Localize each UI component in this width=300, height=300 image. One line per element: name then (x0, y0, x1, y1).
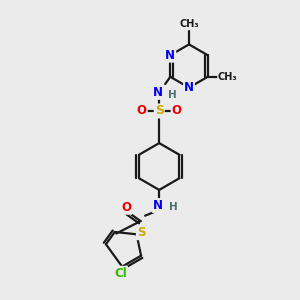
Text: O: O (122, 201, 131, 214)
Text: H: H (168, 90, 177, 100)
Text: O: O (172, 104, 182, 118)
Text: H: H (169, 202, 178, 212)
Text: CH₃: CH₃ (179, 19, 199, 29)
Text: S: S (155, 104, 164, 118)
Text: N: N (153, 86, 163, 99)
Text: Cl: Cl (114, 267, 127, 280)
Text: N: N (184, 81, 194, 94)
Text: O: O (137, 104, 147, 118)
Text: N: N (165, 49, 175, 62)
Text: N: N (153, 199, 163, 212)
Text: CH₃: CH₃ (218, 72, 238, 82)
Text: S: S (137, 226, 145, 239)
